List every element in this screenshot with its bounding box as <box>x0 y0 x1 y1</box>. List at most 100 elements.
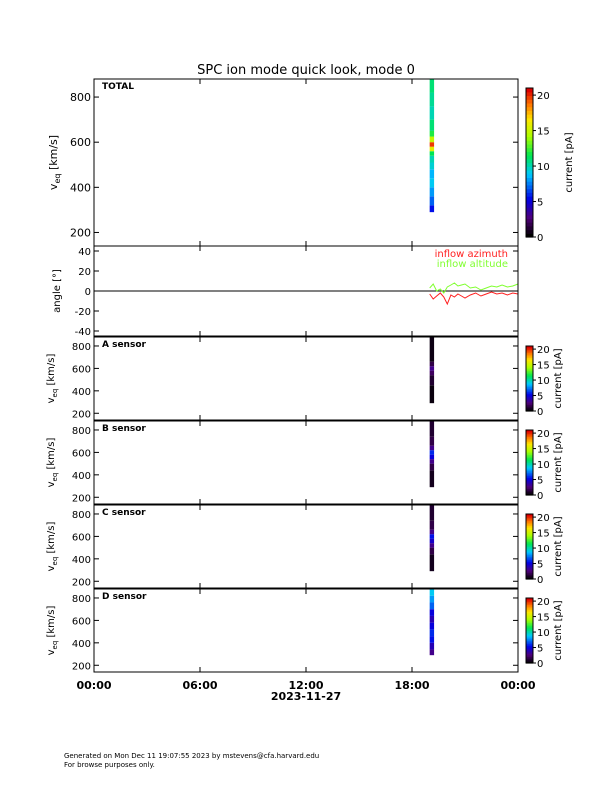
colorbar-swatch <box>526 630 533 633</box>
altitude-series-line <box>429 282 519 294</box>
colorbar-swatch <box>526 354 533 357</box>
colorbar-tick-label: 0 <box>537 407 543 418</box>
x-tick-label: 12:00 <box>288 679 323 692</box>
colorbar-swatch <box>526 544 533 548</box>
colorbar-swatch <box>526 528 533 531</box>
colorbar-swatch <box>526 203 533 208</box>
colorbar-swatch <box>526 169 533 175</box>
colorbar-swatch <box>526 125 533 130</box>
colorbar-swatch <box>526 447 533 451</box>
colorbar-swatch <box>526 350 533 354</box>
y-axis-label-main: v <box>47 183 60 190</box>
spectrogram-bin <box>429 454 435 460</box>
colorbar-swatch <box>526 556 533 559</box>
spectrogram-bin <box>429 595 435 603</box>
colorbar-swatch <box>526 485 533 488</box>
y-tick-label: 600 <box>72 616 91 627</box>
y-tick-label: 200 <box>72 409 91 420</box>
colorbar-swatch <box>526 362 533 365</box>
spectrogram-bin <box>429 196 435 206</box>
spectrogram-bin <box>429 547 435 555</box>
spectrogram-bin <box>429 151 435 156</box>
spectrogram-bin <box>429 106 435 120</box>
spectrogram-bin <box>429 622 435 630</box>
colorbar-swatch <box>526 515 533 518</box>
colorbar-swatch <box>526 491 533 494</box>
colorbar-tick-label: 20 <box>537 513 550 524</box>
footer-generated-line: Generated on Mon Dec 11 19:07:55 2023 by… <box>64 752 320 760</box>
colorbar-tick-label: 15 <box>537 361 550 372</box>
colorbar-swatch <box>526 386 533 389</box>
y-axis-label: veq [km/s] <box>46 522 59 572</box>
y-tick-label: 600 <box>70 136 91 149</box>
colorbar-swatch <box>526 574 533 577</box>
colorbar-swatch <box>526 612 533 615</box>
x-tick-label: 06:00 <box>182 679 217 692</box>
colorbar-swatch <box>526 225 533 231</box>
colorbar-tick-label: 5 <box>537 392 543 403</box>
colorbar-tick-label: 0 <box>537 659 543 670</box>
y-tick-label: 800 <box>72 510 91 521</box>
colorbar-label: current [pA] <box>553 348 564 408</box>
colorbar-swatch <box>526 359 533 362</box>
colorbar-swatch <box>526 121 533 126</box>
spectrogram-bin <box>429 529 435 535</box>
spectrogram-bin <box>429 520 435 530</box>
colorbar-swatch <box>526 357 533 360</box>
y-axis-label: veq [km/s] <box>47 135 62 190</box>
colorbar-swatch <box>526 530 533 533</box>
footer: Generated on Mon Dec 11 19:07:55 2023 by… <box>64 752 319 770</box>
colorbar-swatch <box>526 434 533 438</box>
legend-azimuth: inflow azimuth <box>435 249 508 260</box>
colorbar-swatch <box>526 646 533 649</box>
spectrogram-bin <box>429 337 435 362</box>
spectrogram-bin <box>429 534 435 539</box>
colorbar-swatch <box>526 99 533 104</box>
panel-frame <box>93 420 519 505</box>
colorbar-tick-label: 5 <box>537 560 543 571</box>
colorbar-swatch <box>526 128 533 134</box>
colorbar-swatch <box>526 391 533 394</box>
colorbar-swatch <box>526 540 533 543</box>
colorbar-tick-label: 5 <box>537 476 543 487</box>
spectrogram-bin <box>429 642 435 650</box>
colorbar-swatch <box>526 363 533 367</box>
spectrogram-bin <box>429 79 435 93</box>
colorbar-swatch <box>526 409 533 412</box>
colorbar-swatch <box>526 493 533 496</box>
colorbar-swatch <box>526 114 533 119</box>
colorbar-swatch <box>526 551 533 554</box>
x-tick-label: 00:00 <box>76 679 111 692</box>
colorbar-swatch <box>526 372 533 375</box>
spectrogram-bin <box>429 142 435 147</box>
spectrogram-bin <box>429 361 435 367</box>
spectrogram-bin <box>429 602 435 610</box>
colorbar-swatch <box>526 473 533 477</box>
colorbar-swatch <box>526 367 533 370</box>
colorbar-swatch <box>526 661 533 664</box>
date-label: 2023-11-27 <box>271 690 341 703</box>
colorbar-swatch <box>526 472 533 475</box>
colorbar-swatch <box>526 438 533 441</box>
y-axis-label-unit: [km/s] <box>46 606 57 641</box>
colorbar-tick-label: 5 <box>537 644 543 655</box>
spectrogram-bin <box>429 205 435 213</box>
colorbar-swatch <box>526 375 533 378</box>
colorbar-swatch <box>526 518 533 522</box>
spectrogram-bin <box>429 538 435 544</box>
colorbar-swatch <box>526 525 533 528</box>
colorbar-swatch <box>526 95 533 100</box>
colorbar-swatch <box>526 396 533 399</box>
colorbar-swatch <box>526 158 533 164</box>
colorbar-swatch <box>526 486 533 490</box>
colorbar-swatch <box>526 467 533 470</box>
colorbar-tick-label: 15 <box>537 529 550 540</box>
colorbar-swatch <box>526 166 533 171</box>
y-tick-label: 0 <box>85 287 91 298</box>
spectrogram-bin <box>429 136 435 143</box>
colorbar-swatch <box>526 633 533 636</box>
colorbar-swatch <box>526 536 533 539</box>
colorbar-swatch <box>526 531 533 535</box>
spectrogram-bin <box>429 609 435 616</box>
colorbar-swatch <box>526 527 533 530</box>
